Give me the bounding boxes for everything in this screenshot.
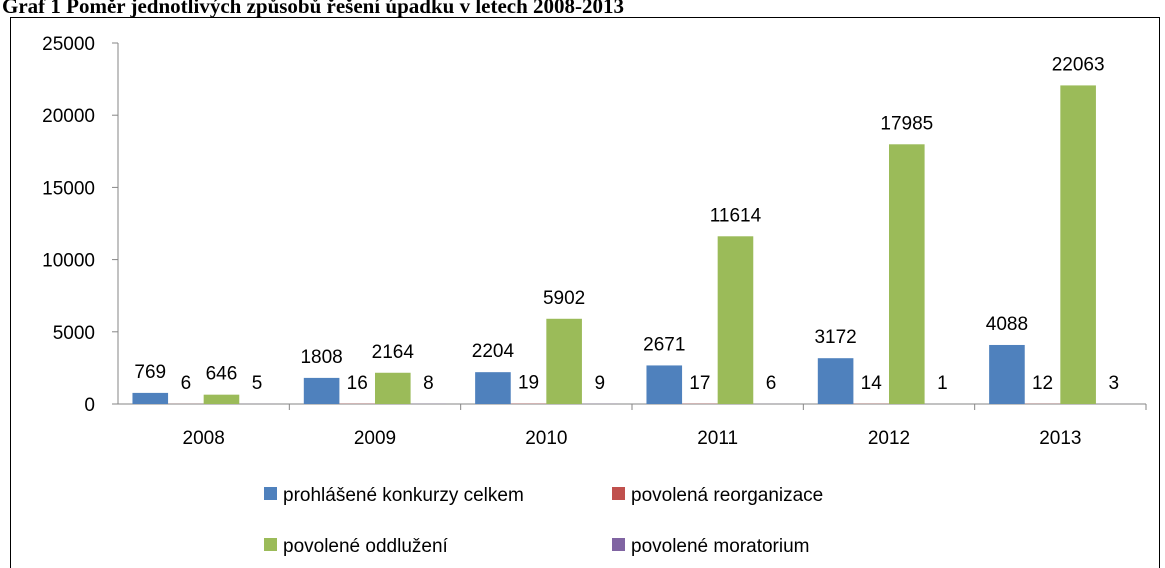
x-tick-label: 2008	[183, 428, 225, 449]
x-tick-label: 2012	[868, 428, 910, 449]
bar	[817, 358, 854, 404]
value-label: 4088	[986, 314, 1028, 335]
y-tick-label: 5000	[53, 323, 95, 344]
value-label: 11614	[710, 205, 762, 226]
value-label: 9	[594, 373, 605, 394]
y-tick-label: 20000	[42, 106, 95, 127]
bar	[1060, 85, 1096, 404]
x-tick-label: 2010	[525, 428, 567, 449]
legend-label: povolená reorganizace	[631, 485, 823, 506]
bar	[646, 365, 683, 404]
y-tick-label: 10000	[42, 251, 95, 272]
legend-swatch	[264, 487, 277, 500]
x-tick-label: 2011	[697, 428, 738, 449]
x-tick-label: 2009	[354, 428, 396, 449]
value-label: 3	[1108, 373, 1119, 394]
legend-swatch	[612, 487, 625, 500]
value-label: 1808	[300, 347, 342, 368]
bar	[546, 318, 582, 404]
bar	[375, 372, 411, 404]
y-tick-label: 25000	[42, 34, 95, 55]
value-label: 5	[252, 373, 263, 394]
bar	[303, 377, 340, 404]
y-tick-label: 15000	[42, 178, 95, 199]
chart-border	[10, 17, 1160, 568]
value-label: 6	[766, 373, 777, 394]
value-label: 17985	[880, 113, 933, 134]
bar	[989, 344, 1025, 404]
value-label: 8	[423, 373, 434, 394]
legend-label: prohlášené konkurzy celkem	[283, 485, 524, 506]
value-label: 2164	[372, 342, 415, 363]
y-tick-label: 0	[84, 395, 95, 416]
value-label: 2671	[643, 334, 685, 355]
bar	[203, 394, 240, 404]
value-label: 22063	[1052, 54, 1105, 75]
value-label: 17	[689, 373, 710, 394]
x-tick-label: 2013	[1039, 428, 1081, 449]
legend-label: povolené moratorium	[631, 536, 809, 557]
value-label: 1	[937, 373, 948, 394]
value-label: 5902	[543, 288, 585, 309]
bar	[132, 392, 169, 404]
value-label: 3172	[814, 327, 856, 348]
bar	[475, 372, 511, 404]
legend-swatch	[612, 538, 625, 551]
value-label: 12	[1032, 373, 1053, 394]
value-label: 16	[347, 373, 368, 394]
bar	[889, 144, 925, 404]
value-label: 769	[134, 362, 166, 383]
legend-label: povolené oddlužení	[283, 536, 449, 557]
value-label: 14	[861, 373, 883, 394]
legend-swatch	[264, 538, 277, 551]
value-label: 19	[518, 373, 539, 394]
value-label: 6	[181, 373, 192, 394]
chart-title: Graf 1 Poměr jednotlivých způsobů řešení…	[2, 0, 624, 18]
bar	[717, 236, 754, 404]
value-label: 646	[206, 364, 238, 385]
value-label: 2204	[472, 341, 515, 362]
